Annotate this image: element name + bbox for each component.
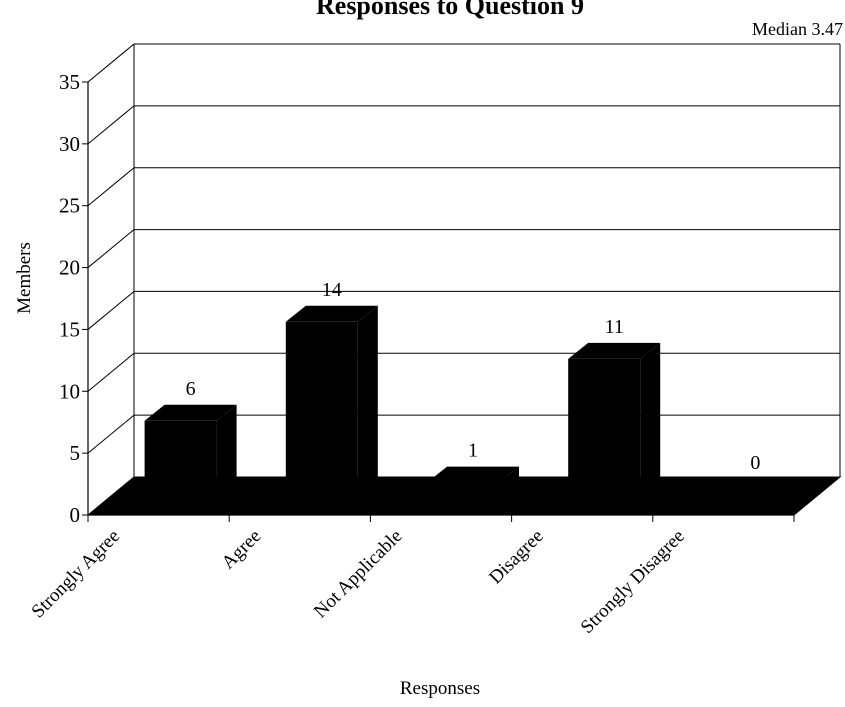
chart-title: Responses to Question 9 xyxy=(316,0,584,20)
bar-front xyxy=(285,321,358,495)
data-label: 0 xyxy=(750,452,760,474)
y-tick-label: 20 xyxy=(59,256,80,280)
bar-side xyxy=(357,305,378,495)
bar-side xyxy=(499,466,519,495)
y-tick-label: 10 xyxy=(59,379,80,403)
x-tick-label: Strongly Disagree xyxy=(577,526,689,638)
y-tick-label: 30 xyxy=(59,132,80,156)
bar-top xyxy=(427,466,519,483)
bar-side xyxy=(216,404,237,495)
y-tick-label: 5 xyxy=(70,441,81,465)
bar-side xyxy=(640,342,661,495)
median-annotation: Median 3.47 xyxy=(752,19,843,39)
bar-front xyxy=(144,420,217,495)
y-tick-label: 0 xyxy=(70,503,81,527)
x-axis-label: Responses xyxy=(400,678,480,699)
plot-frame xyxy=(86,43,842,522)
y-axis-ticks: 0 5 10 15 20 25 30 35 xyxy=(59,70,88,527)
gridline-side xyxy=(87,105,135,145)
y-tick-label: 25 xyxy=(59,194,80,218)
bar-4: 0 xyxy=(709,452,802,495)
bar-2: 1 xyxy=(427,440,519,495)
bar-front xyxy=(568,358,641,495)
gridline-side xyxy=(87,291,135,330)
data-label: 1 xyxy=(468,440,478,462)
gridline-side xyxy=(87,229,135,268)
bar-3: 11 xyxy=(568,316,661,495)
bar-top xyxy=(568,342,661,359)
data-label: 14 xyxy=(322,279,342,301)
x-tick-label: Agree xyxy=(218,526,266,574)
gridline-side xyxy=(87,43,135,83)
bar-top xyxy=(285,305,378,322)
y-tick-label: 35 xyxy=(59,70,80,94)
x-axis-ticks: Strongly Agree Agree Not Applicable Disagre… xyxy=(28,526,689,638)
x-tick-label: Not Applicable xyxy=(310,526,407,623)
x-tick-label: Strongly Agree xyxy=(28,526,125,623)
bar-1: 14 xyxy=(285,279,378,495)
bar-0: 6 xyxy=(144,378,237,495)
bar-top xyxy=(144,404,237,421)
y-axis-label: Members xyxy=(14,242,35,314)
gridline-side xyxy=(87,167,135,207)
x-tick-label: Disagree xyxy=(485,526,548,589)
bar-top xyxy=(709,479,802,495)
y-tick-label: 15 xyxy=(59,317,80,341)
gridline-side xyxy=(87,352,135,392)
data-label: 11 xyxy=(605,316,624,338)
data-label: 6 xyxy=(186,378,196,400)
bar-front xyxy=(427,482,499,495)
gridline-side xyxy=(87,414,135,454)
